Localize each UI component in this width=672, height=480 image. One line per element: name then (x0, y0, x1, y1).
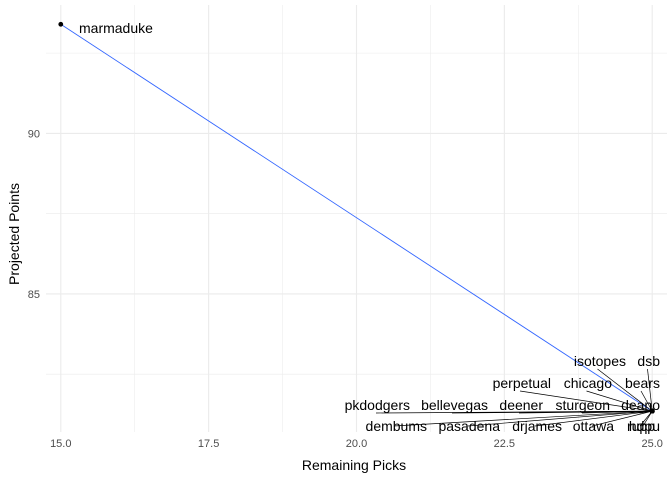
y-tick-label: 90 (28, 128, 40, 140)
trend-line-layer (60, 23, 653, 412)
major-gridlines (46, 5, 667, 432)
x-tick-label: 25.0 (642, 438, 663, 450)
point-label: dsb (637, 353, 660, 369)
y-axis-ticks: 85 90 (28, 128, 40, 301)
point-label: bellevegas (421, 397, 488, 413)
x-tick-label: 20.0 (346, 438, 367, 450)
point-label: drjames (512, 418, 562, 434)
point-label: bears (625, 375, 660, 391)
label-leader-line (647, 368, 653, 412)
label-leader-line (534, 410, 653, 427)
point-label: ottawa (573, 418, 614, 434)
point-label: perpetual (493, 375, 551, 391)
x-axis-title: Remaining Picks (302, 457, 406, 473)
y-tick-label: 85 (28, 289, 40, 301)
label-leader-line (642, 410, 653, 427)
point-label: pasadena (438, 418, 500, 434)
x-tick-label: 17.5 (198, 438, 219, 450)
label-leader-line (597, 368, 653, 412)
label-leader-line (591, 410, 653, 427)
x-axis-ticks: 15.0 17.5 20.0 22.5 25.0 (50, 438, 663, 450)
label-leader-line (581, 410, 653, 414)
point-label: deano (621, 397, 660, 413)
label-leader-line (519, 390, 653, 412)
x-tick-label: 15.0 (50, 438, 71, 450)
label-leader-line (393, 410, 653, 427)
label-leader-line (639, 410, 653, 427)
point-label: sturgeon (556, 397, 610, 413)
trend-line (60, 23, 653, 412)
point-label: rupp (627, 418, 655, 434)
point-label: hdpu (629, 418, 660, 434)
point-labels: marmaduke isotopes dsb perpetual chicago bear… (79, 20, 660, 434)
label-leader-line (586, 390, 653, 412)
point-label: isotopes (574, 353, 626, 369)
data-points (58, 21, 655, 414)
y-axis-title: Projected Points (6, 183, 22, 285)
point-label: deener (499, 397, 543, 413)
label-leader-line (467, 410, 653, 427)
label-leader-line (640, 390, 653, 412)
x-tick-label: 22.5 (494, 438, 515, 450)
point-label: dembums (366, 418, 427, 434)
data-point (649, 408, 655, 414)
point-label: pkdodgers (345, 397, 410, 413)
label-leader-lines (375, 368, 653, 427)
data-point (58, 21, 64, 27)
point-label: chicago (564, 375, 612, 391)
point-label: marmaduke (79, 20, 153, 36)
